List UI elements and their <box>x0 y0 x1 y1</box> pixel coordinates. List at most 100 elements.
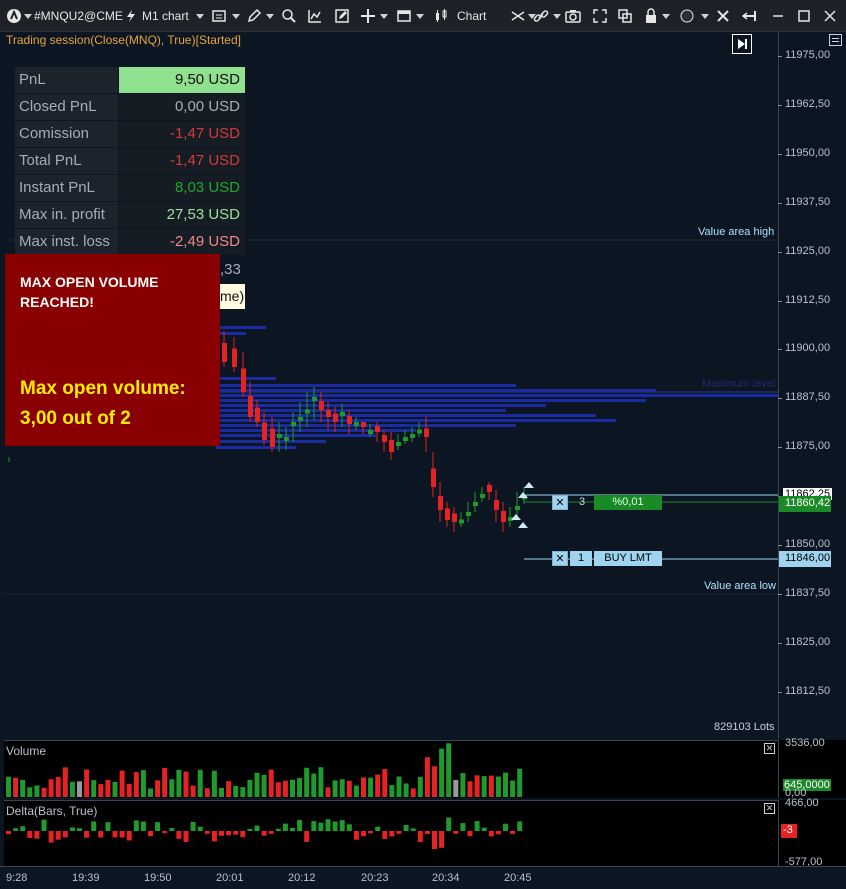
symbol-selector[interactable]: #MNQU2@CME <box>34 9 123 23</box>
axis-settings-icon[interactable] <box>829 34 842 46</box>
link-icon[interactable] <box>533 8 549 24</box>
delta-bar <box>297 819 303 831</box>
chevron-down-icon[interactable] <box>380 14 388 19</box>
chevron-down-icon[interactable] <box>24 14 32 19</box>
chart-type-icon[interactable] <box>433 8 449 24</box>
volume-panel[interactable]: Volume ✕ <box>4 740 778 798</box>
volume-bar <box>325 787 331 797</box>
volume-bar <box>417 776 423 797</box>
cancel-order-button[interactable]: ✕ <box>552 551 568 566</box>
delta-axis-top: 466,00 <box>785 797 819 809</box>
tools-icon[interactable] <box>715 8 731 24</box>
volume-bars <box>6 743 523 797</box>
chart-menu-label[interactable]: Chart <box>457 9 487 23</box>
delta-bar <box>69 827 75 831</box>
candle-body <box>396 442 401 446</box>
candle-body <box>298 417 303 421</box>
volume-bar <box>474 775 480 797</box>
candle-body <box>241 368 246 392</box>
minimize-icon[interactable] <box>770 8 786 24</box>
delta-bar <box>20 826 26 831</box>
camera-icon[interactable] <box>565 8 581 24</box>
chevron-down-icon[interactable] <box>528 14 536 19</box>
chevron-down-icon[interactable] <box>266 14 274 19</box>
indicators-icon[interactable] <box>307 8 323 24</box>
volume-bar <box>481 776 487 797</box>
pnl-row-label: Instant PnL <box>15 175 118 201</box>
close-delta-panel-icon[interactable]: ✕ <box>764 803 775 814</box>
price-axis[interactable]: 11975,00 11962,50 11950,00 11937,50 11925,00… <box>777 32 846 738</box>
candle-body <box>410 434 415 438</box>
pnl-row-value: -1,47 USD <box>119 121 245 147</box>
maximize-icon[interactable] <box>796 8 812 24</box>
time-axis[interactable]: 9:28 19:39 19:50 20:01 20:12 20:23 20:34 20:45 <box>0 866 846 889</box>
close-volume-panel-icon[interactable]: ✕ <box>764 743 775 754</box>
delta-bar <box>290 827 295 831</box>
delta-bar <box>275 828 281 831</box>
pnl-row: Closed PnL 0,00 USD <box>15 94 245 120</box>
app-logo-icon[interactable] <box>6 8 22 24</box>
pnl-row-value: -2,49 USD <box>119 229 245 255</box>
delta-bars <box>6 817 523 850</box>
delta-bar <box>339 820 345 831</box>
color-picker-icon[interactable] <box>679 8 695 24</box>
pnl-row-value: 9,50 USD <box>119 67 245 93</box>
candle-body <box>284 437 289 441</box>
delta-bar <box>403 824 409 831</box>
template-icon[interactable] <box>211 8 227 24</box>
volume-bar <box>318 767 324 797</box>
value-area-high-label: Value area high <box>698 226 775 238</box>
candle-body <box>494 500 499 510</box>
chevron-down-icon[interactable] <box>701 14 709 19</box>
volume-bar <box>34 785 40 797</box>
crosshair-icon[interactable] <box>360 8 376 24</box>
candle-body <box>262 422 267 440</box>
volume-bar <box>233 785 239 797</box>
volume-bar <box>403 783 409 797</box>
volume-profile-bar <box>216 434 376 437</box>
shuffle-icon[interactable] <box>510 8 526 24</box>
volume-bar <box>211 770 217 797</box>
position-pnl[interactable]: %0,01 <box>594 495 662 510</box>
candle-body <box>487 485 492 492</box>
clone-icon[interactable] <box>617 8 633 24</box>
delta-bar <box>77 828 82 831</box>
candle-body <box>340 412 345 416</box>
chevron-down-icon[interactable] <box>232 14 240 19</box>
volume-bar <box>240 787 246 797</box>
fill-marker-icon <box>524 482 534 488</box>
order-type[interactable]: BUY LMT <box>594 551 662 566</box>
chevron-down-icon[interactable] <box>416 14 424 19</box>
delta-bar <box>62 831 68 838</box>
limit-price-label: 11846,00 <box>779 551 831 567</box>
volume-profile-bar <box>216 326 266 329</box>
delta-bar <box>446 817 452 831</box>
delta-bar <box>417 831 423 843</box>
chevron-down-icon[interactable] <box>196 14 204 19</box>
candle-body <box>255 407 260 422</box>
lock-icon[interactable] <box>643 8 659 24</box>
close-icon[interactable] <box>822 8 838 24</box>
candle-body <box>333 413 338 422</box>
volume-current: 645,0000 <box>783 779 831 791</box>
delta-bar <box>474 821 480 831</box>
edit-chart-icon[interactable] <box>334 8 350 24</box>
chevron-down-icon[interactable] <box>553 14 561 19</box>
candle-body <box>248 396 253 417</box>
delta-bar <box>424 831 430 834</box>
volume-profile-bar <box>216 332 246 335</box>
chevron-down-icon[interactable] <box>662 14 670 19</box>
delta-bar <box>410 828 416 831</box>
delta-bar <box>282 823 288 831</box>
pin-icon[interactable] <box>741 8 757 24</box>
window-icon[interactable] <box>396 8 412 24</box>
volume-bar <box>290 779 295 797</box>
time-tick: 20:23 <box>361 872 389 884</box>
close-position-button[interactable]: ✕ <box>552 495 568 510</box>
collapse-panel-button[interactable] <box>732 34 752 54</box>
fullscreen-icon[interactable] <box>592 8 608 24</box>
delta-panel[interactable]: Delta(Bars, True) ✕ <box>4 800 778 866</box>
pnl-row: Comission -1,47 USD <box>15 121 245 147</box>
pencil-icon[interactable] <box>246 8 262 24</box>
zoom-icon[interactable] <box>281 8 297 24</box>
